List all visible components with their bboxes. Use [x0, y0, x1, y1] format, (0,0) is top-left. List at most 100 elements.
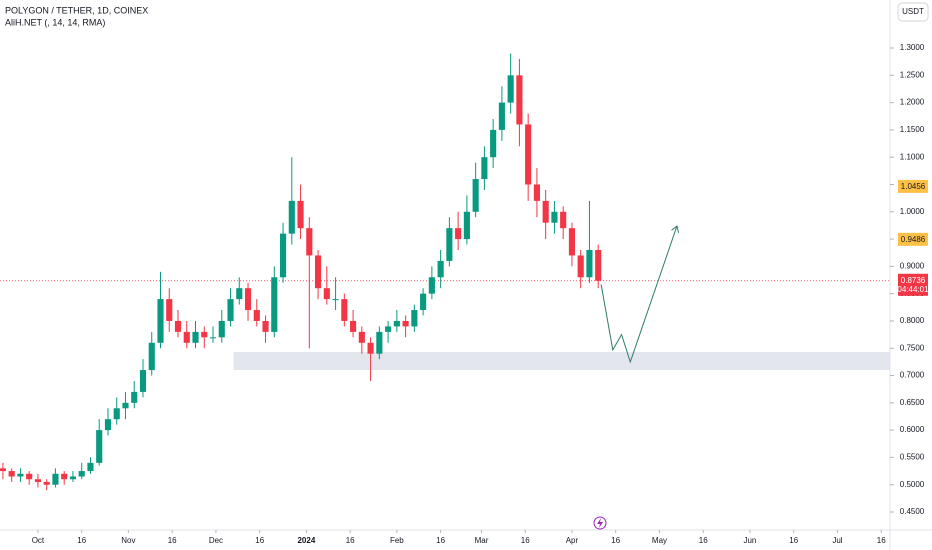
candle-body [463, 211, 470, 240]
x-tick-label: 16 [877, 536, 886, 545]
x-tick-label: Dec [209, 536, 223, 545]
candle-body [96, 430, 103, 463]
candle-body [297, 200, 304, 229]
candle-body [516, 75, 523, 125]
candle-body [253, 310, 260, 321]
candle-body [166, 299, 173, 321]
candle-body [183, 331, 190, 343]
candle-body [551, 211, 558, 223]
x-tick-label: Jun [743, 536, 756, 545]
candle-body [595, 249, 602, 281]
candle-body [104, 419, 112, 431]
price-label-box [898, 273, 928, 296]
candle-body [34, 479, 41, 482]
projection-path [600, 225, 678, 364]
candle-body [78, 471, 85, 477]
candle-body [568, 228, 575, 256]
candle-body [209, 337, 217, 339]
candle-body [52, 473, 59, 485]
candle-body [43, 481, 50, 485]
y-tick-label: 1.2000 [900, 98, 925, 107]
price-countdown: 04:44:01 [897, 285, 929, 294]
candle-body [0, 468, 6, 472]
y-tick-label: 0.6500 [900, 398, 925, 407]
candle-body [87, 462, 94, 472]
y-tick-label: 0.7500 [900, 343, 925, 352]
candle-body [560, 211, 567, 229]
y-tick-label: 1.1500 [900, 125, 925, 134]
candle-body [244, 288, 252, 311]
candle-body [481, 157, 488, 180]
y-tick-label: 1.2500 [900, 70, 925, 79]
candle-body [306, 228, 313, 256]
candle-body [288, 200, 295, 234]
x-tick-label: 16 [168, 536, 177, 545]
currency-label[interactable]: USDT [902, 7, 924, 16]
price-label: 0.9486 [901, 235, 926, 244]
x-tick-label: 16 [436, 536, 445, 545]
x-tick-label: May [652, 536, 667, 545]
candle-body [218, 320, 225, 338]
x-tick-label: Apr [566, 536, 579, 545]
candle-body [367, 342, 374, 354]
projection-arrowhead [671, 225, 680, 233]
candle-body [358, 331, 365, 343]
candle-body [402, 320, 409, 327]
candle-body [271, 277, 278, 332]
candle-body [227, 299, 234, 321]
price-label: 1.0456 [901, 182, 926, 191]
candle-body [131, 391, 138, 403]
x-tick-label: Nov [121, 536, 135, 545]
candle-body [507, 75, 514, 103]
candle-body [332, 299, 339, 301]
candle-body [411, 310, 418, 327]
price-label-box [898, 232, 928, 246]
candle-body [533, 184, 540, 201]
price-label: 0.8736 [901, 276, 926, 285]
candle-body [393, 320, 400, 327]
y-tick-label: 0.9000 [900, 261, 925, 270]
x-tick-label: 16 [611, 536, 620, 545]
candle-body [542, 200, 549, 223]
candle-body [323, 288, 330, 300]
candle-body [341, 299, 348, 321]
y-tick-label: 1.0000 [900, 207, 925, 216]
y-tick-label: 1.3000 [900, 43, 925, 52]
candle-body [148, 342, 155, 371]
x-tick-label: 16 [255, 536, 264, 545]
candle-body [157, 299, 164, 343]
candle-body [201, 331, 208, 338]
x-tick-label: Feb [390, 536, 404, 545]
candle-body [498, 102, 505, 130]
currency-button[interactable] [897, 2, 929, 22]
x-tick-label: 16 [699, 536, 708, 545]
candle-body [385, 326, 392, 332]
y-tick-label: 0.5500 [900, 453, 925, 462]
indicator-label: AliH.NET (, 14, 14, RMA) [5, 17, 105, 27]
candle-body [376, 331, 383, 354]
y-tick-label: 1.1000 [900, 152, 925, 161]
candle-body [525, 124, 532, 185]
plot-area [0, 53, 890, 491]
candle-body [262, 320, 269, 332]
candle-body [61, 473, 68, 480]
candle-body [428, 277, 435, 294]
x-tick-label: 16 [521, 536, 530, 545]
candle-body [17, 473, 24, 477]
x-tick-label: 16 [346, 536, 355, 545]
candle-body [122, 402, 129, 409]
candle-body [279, 233, 287, 278]
candle-body [350, 320, 357, 332]
chart-title: POLYGON / TETHER, 1D, COINEX [5, 5, 148, 15]
x-tick-label: Mar [475, 536, 489, 545]
candle-body [420, 293, 427, 311]
y-tick-label: 0.6000 [900, 425, 925, 434]
x-tick-label: 16 [77, 536, 86, 545]
y-tick-label: 0.5000 [900, 480, 925, 489]
candle-body [192, 331, 199, 343]
x-tick-label: 2024 [297, 536, 315, 545]
candle-body [455, 228, 462, 240]
candle-body [490, 129, 497, 158]
